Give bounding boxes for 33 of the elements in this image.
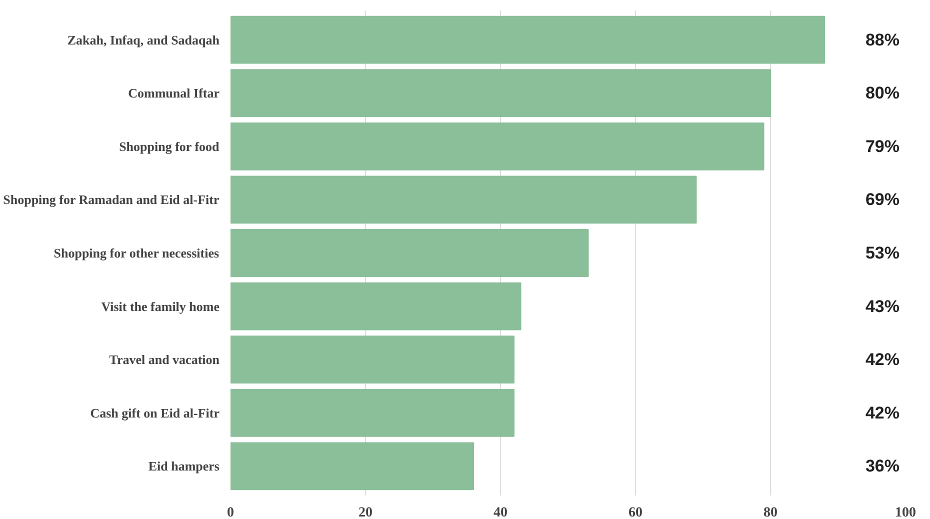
data-label: 42% xyxy=(865,350,900,370)
bar xyxy=(230,16,825,64)
data-label: 79% xyxy=(865,136,900,156)
bar xyxy=(230,122,764,170)
y-tick-label: Zakah, Infaq, and Sadaqah xyxy=(67,32,220,48)
y-tick-label: Visit the family home xyxy=(101,298,220,314)
x-tick-label: 0 xyxy=(227,506,234,519)
bar xyxy=(230,388,514,437)
y-tick-label: Cash gift on Eid al-Fitr xyxy=(90,405,220,420)
y-tick-label: Shopping for Ramadan and Eid al-Fitr xyxy=(3,192,220,208)
data-label: 43% xyxy=(865,296,900,316)
bar xyxy=(230,229,589,277)
bar xyxy=(230,282,522,330)
x-tick-label: 40 xyxy=(494,506,508,519)
y-tick-label: Shopping for food xyxy=(119,138,220,154)
x-tick-label: 100 xyxy=(895,506,916,519)
data-label: 80% xyxy=(865,84,900,103)
y-tick-label: Eid hampers xyxy=(148,458,220,474)
x-tick-label: 80 xyxy=(764,506,778,519)
bar xyxy=(230,69,771,118)
y-tick-label: Communal Iftar xyxy=(128,86,220,101)
data-label: 88% xyxy=(865,30,900,50)
data-label: 53% xyxy=(865,244,900,262)
data-label: 36% xyxy=(865,456,900,476)
data-label: 69% xyxy=(865,190,900,210)
bar xyxy=(230,442,474,490)
y-tick-label: Travel and vacation xyxy=(109,352,220,368)
x-tick-label: 60 xyxy=(628,506,642,519)
data-label: 42% xyxy=(865,403,900,422)
bar xyxy=(230,336,514,384)
x-tick-label: 20 xyxy=(358,506,372,519)
bar xyxy=(230,176,697,224)
y-tick-label: Shopping for other necessities xyxy=(54,246,220,260)
